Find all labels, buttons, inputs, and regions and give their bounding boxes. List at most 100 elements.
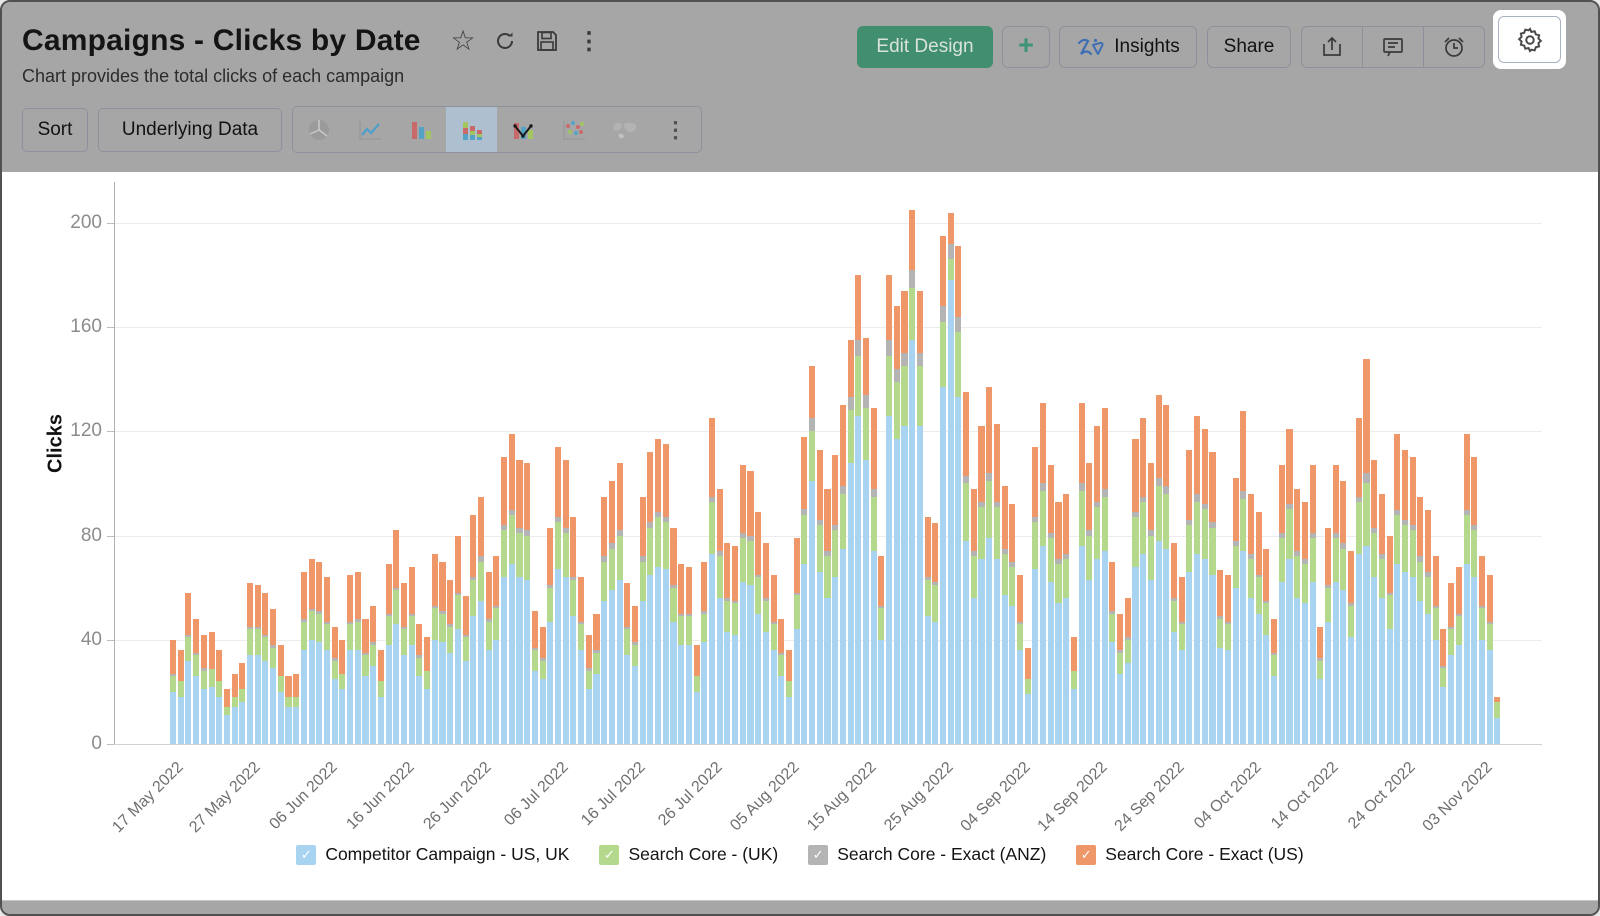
more-icon[interactable]: ⋮ <box>576 28 602 54</box>
bar[interactable] <box>1394 434 1400 744</box>
bar[interactable] <box>1171 543 1177 744</box>
bar[interactable] <box>1071 637 1077 744</box>
bar[interactable] <box>655 439 661 744</box>
legend-checkbox-2[interactable]: ✓ <box>808 845 828 865</box>
line-chart-icon[interactable] <box>344 107 395 152</box>
bar[interactable] <box>262 593 268 744</box>
bar[interactable] <box>724 543 730 744</box>
bar-chart-icon[interactable] <box>395 107 446 152</box>
underlying-data-button[interactable]: Underlying Data <box>98 108 282 152</box>
bar[interactable] <box>555 447 561 744</box>
bar[interactable] <box>586 635 592 744</box>
legend-checkbox-1[interactable]: ✓ <box>599 845 619 865</box>
bar[interactable] <box>1333 465 1339 744</box>
bar[interactable] <box>832 455 838 744</box>
bar[interactable] <box>409 567 415 744</box>
bar[interactable] <box>309 559 315 744</box>
bar[interactable] <box>324 577 330 744</box>
bar[interactable] <box>1063 494 1069 744</box>
bar[interactable] <box>432 554 438 744</box>
bar[interactable] <box>255 585 261 744</box>
bar[interactable] <box>932 523 938 744</box>
bar[interactable] <box>516 460 522 744</box>
bar[interactable] <box>401 583 407 745</box>
bar[interactable] <box>624 583 630 745</box>
bar[interactable] <box>848 340 854 744</box>
bar[interactable] <box>178 650 184 744</box>
map-chart-icon[interactable] <box>599 107 650 152</box>
bar[interactable] <box>940 236 946 744</box>
bar[interactable] <box>540 627 546 744</box>
bar[interactable] <box>1086 463 1092 744</box>
bar[interactable] <box>978 426 984 744</box>
bar[interactable] <box>1179 577 1185 744</box>
bar[interactable] <box>794 538 800 744</box>
bar[interactable] <box>863 338 869 744</box>
export-icon[interactable] <box>1302 27 1363 67</box>
bar[interactable] <box>909 210 915 744</box>
bar[interactable] <box>1132 439 1138 744</box>
bar[interactable] <box>663 444 669 744</box>
bar[interactable] <box>717 489 723 744</box>
bar[interactable] <box>439 562 445 744</box>
bar[interactable] <box>362 619 368 744</box>
bar[interactable] <box>386 564 392 744</box>
scatter-chart-icon[interactable] <box>548 107 599 152</box>
bar[interactable] <box>1494 697 1500 744</box>
bar[interactable] <box>1402 450 1408 744</box>
bar[interactable] <box>224 689 230 744</box>
bar[interactable] <box>1109 562 1115 744</box>
bar[interactable] <box>1233 478 1239 744</box>
bar[interactable] <box>1025 648 1031 744</box>
bar[interactable] <box>416 624 422 744</box>
legend-item-0[interactable]: ✓Competitor Campaign - US, UK <box>296 844 569 865</box>
bar[interactable] <box>524 463 530 744</box>
bar[interactable] <box>640 497 646 745</box>
bar[interactable] <box>1163 405 1169 744</box>
bar[interactable] <box>778 619 784 744</box>
bar[interactable] <box>278 645 284 744</box>
bar[interactable] <box>316 562 322 744</box>
bar[interactable] <box>948 213 954 744</box>
bar[interactable] <box>593 614 599 744</box>
bar[interactable] <box>601 497 607 745</box>
bar[interactable] <box>1433 556 1439 744</box>
bar[interactable] <box>1102 408 1108 744</box>
bar[interactable] <box>855 275 861 744</box>
bar[interactable] <box>763 543 769 744</box>
bar[interactable] <box>1417 497 1423 745</box>
legend-checkbox-3[interactable]: ✓ <box>1076 845 1096 865</box>
bar[interactable] <box>1263 549 1269 744</box>
bar[interactable] <box>1079 403 1085 744</box>
bar[interactable] <box>1340 481 1346 744</box>
bar[interactable] <box>1379 494 1385 744</box>
bar[interactable] <box>1240 411 1246 744</box>
comment-icon[interactable] <box>1363 27 1424 67</box>
bar[interactable] <box>378 650 384 744</box>
bar[interactable] <box>878 556 884 744</box>
bar[interactable] <box>740 465 746 744</box>
bar[interactable] <box>786 650 792 744</box>
save-icon[interactable] <box>534 28 560 54</box>
bar[interactable] <box>817 450 823 744</box>
bar[interactable] <box>994 424 1000 744</box>
bar[interactable] <box>547 528 553 744</box>
bar[interactable] <box>1302 502 1308 744</box>
bar[interactable] <box>1032 447 1038 744</box>
bar[interactable] <box>347 575 353 744</box>
bar[interactable] <box>617 463 623 744</box>
bar[interactable] <box>1440 629 1446 744</box>
bar[interactable] <box>694 645 700 744</box>
bar[interactable] <box>339 640 345 744</box>
bar[interactable] <box>532 611 538 744</box>
bar[interactable] <box>247 583 253 745</box>
bar[interactable] <box>901 291 907 744</box>
sort-button[interactable]: Sort <box>22 108 88 152</box>
bar[interactable] <box>1202 429 1208 744</box>
bar[interactable] <box>293 674 299 744</box>
bar[interactable] <box>493 556 499 744</box>
bar[interactable] <box>355 572 361 744</box>
bar[interactable] <box>732 546 738 744</box>
bar[interactable] <box>1048 465 1054 744</box>
bar[interactable] <box>1286 429 1292 744</box>
